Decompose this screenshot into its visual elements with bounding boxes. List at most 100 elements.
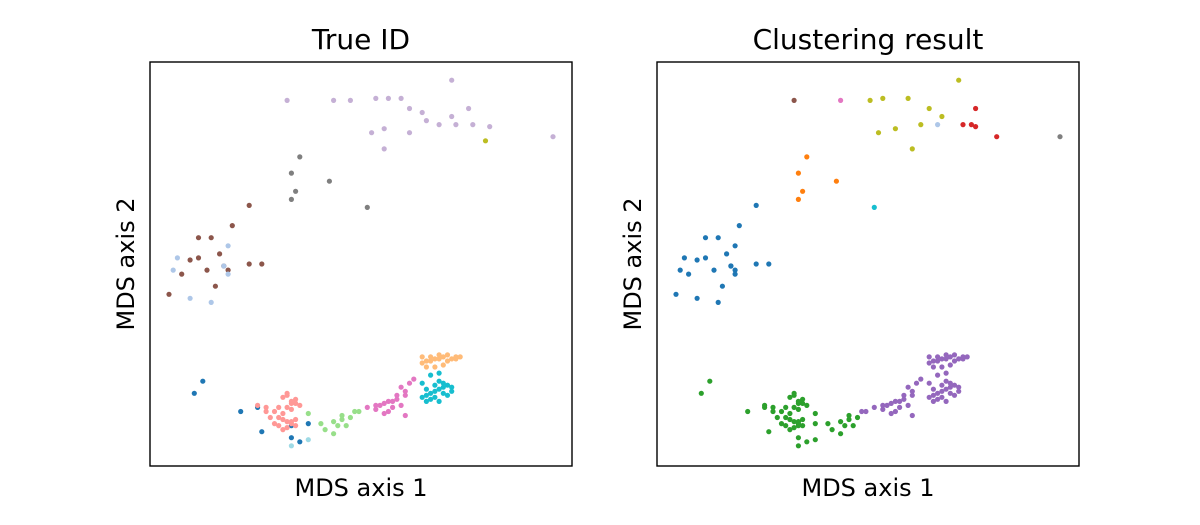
scatter-point	[956, 356, 962, 362]
scatter-point	[385, 95, 391, 101]
scatter-point	[225, 271, 231, 277]
scatter-point	[191, 390, 197, 396]
scatter-point	[804, 439, 810, 445]
scatter-point	[702, 255, 709, 261]
scatter-point	[694, 257, 700, 263]
scatter-point	[812, 437, 818, 443]
scatter-point	[909, 392, 915, 398]
scatter-point	[406, 105, 413, 112]
scatter-point	[943, 378, 949, 384]
scatter-point	[943, 386, 949, 392]
scatter-point	[736, 223, 742, 229]
scatter-point	[787, 394, 793, 400]
scatter-point	[711, 267, 717, 273]
scatter-point	[170, 267, 176, 273]
scatter-point	[732, 267, 738, 273]
scatter-point	[419, 360, 425, 366]
scatter-point	[939, 364, 945, 370]
scatter-point	[854, 414, 861, 421]
scatter-point	[783, 423, 789, 429]
scatter-point	[390, 404, 396, 410]
scatter-point	[939, 113, 945, 120]
scatter-point	[905, 95, 911, 101]
scatter-point	[791, 390, 797, 396]
scatter-point	[719, 283, 726, 289]
scatter-point	[263, 404, 269, 410]
scatter-point	[195, 255, 202, 261]
scatter-point	[347, 414, 353, 421]
scatter-point	[276, 423, 282, 429]
scatter-point	[791, 404, 797, 410]
scatter-point	[208, 235, 214, 241]
scatter-point	[951, 392, 958, 398]
scatter-point	[449, 384, 455, 390]
scatter-point	[973, 105, 979, 112]
scatter-point	[276, 414, 282, 421]
scatter-point	[305, 421, 311, 427]
scatter-point	[1057, 134, 1063, 140]
scatter-point	[681, 255, 688, 261]
scatter-point	[432, 356, 438, 362]
scatter-point	[453, 356, 459, 362]
scatter-point	[800, 416, 806, 423]
scatter-point	[394, 392, 400, 398]
scatter-point	[449, 113, 455, 120]
scatter-point	[293, 396, 299, 402]
scatter-point	[246, 261, 252, 267]
scatter-point	[880, 95, 886, 101]
scatter-point	[305, 410, 311, 417]
scatter-point	[369, 130, 375, 136]
scatter-point	[892, 398, 899, 404]
plot-frame	[656, 61, 1080, 467]
scatter-point	[930, 364, 937, 370]
scatter-point	[935, 354, 941, 360]
scatter-point	[428, 354, 434, 360]
scatter-point	[280, 410, 286, 417]
scatter-point	[390, 398, 396, 404]
scatter-point	[402, 392, 408, 398]
scatter-point	[259, 261, 265, 267]
scatter-point	[943, 352, 949, 358]
point-layer	[166, 77, 556, 449]
scatter-point	[968, 122, 975, 128]
scatter-point	[331, 97, 337, 103]
scatter-point	[212, 283, 218, 289]
scatter-point	[284, 97, 290, 103]
scatter-point	[715, 235, 721, 241]
x-axis-label: MDS axis 1	[801, 474, 934, 502]
scatter-point	[449, 388, 455, 394]
scatter-point	[444, 358, 451, 364]
scatter-point	[394, 396, 400, 402]
scatter-point	[288, 406, 294, 412]
scatter-point	[436, 356, 442, 362]
scatter-point	[795, 435, 802, 441]
scatter-point	[411, 376, 417, 382]
scatter-point	[871, 204, 877, 210]
scatter-point	[204, 267, 210, 273]
scatter-point	[897, 404, 903, 410]
scatter-point	[305, 437, 311, 443]
scatter-point	[255, 402, 261, 408]
scatter-point	[225, 243, 231, 249]
scatter-point	[947, 362, 953, 368]
scatter-point	[331, 431, 337, 437]
scatter-point	[166, 291, 172, 297]
scatter-point	[284, 390, 290, 396]
scatter-point	[288, 435, 294, 441]
scatter-point	[373, 406, 379, 412]
scatter-point	[356, 408, 362, 415]
scatter-point	[217, 251, 223, 257]
scatter-point	[951, 358, 958, 364]
scatter-point	[402, 388, 408, 394]
scatter-point	[293, 188, 299, 194]
scatter-point	[846, 412, 852, 419]
scatter-point	[436, 386, 442, 392]
scatter-point	[195, 235, 202, 241]
scatter-point	[935, 390, 941, 396]
scatter-point	[800, 423, 806, 429]
scatter-point	[859, 408, 865, 415]
scatter-point	[339, 416, 345, 423]
scatter-point	[913, 380, 920, 386]
scatter-point	[926, 105, 932, 112]
scatter-point	[174, 255, 180, 261]
